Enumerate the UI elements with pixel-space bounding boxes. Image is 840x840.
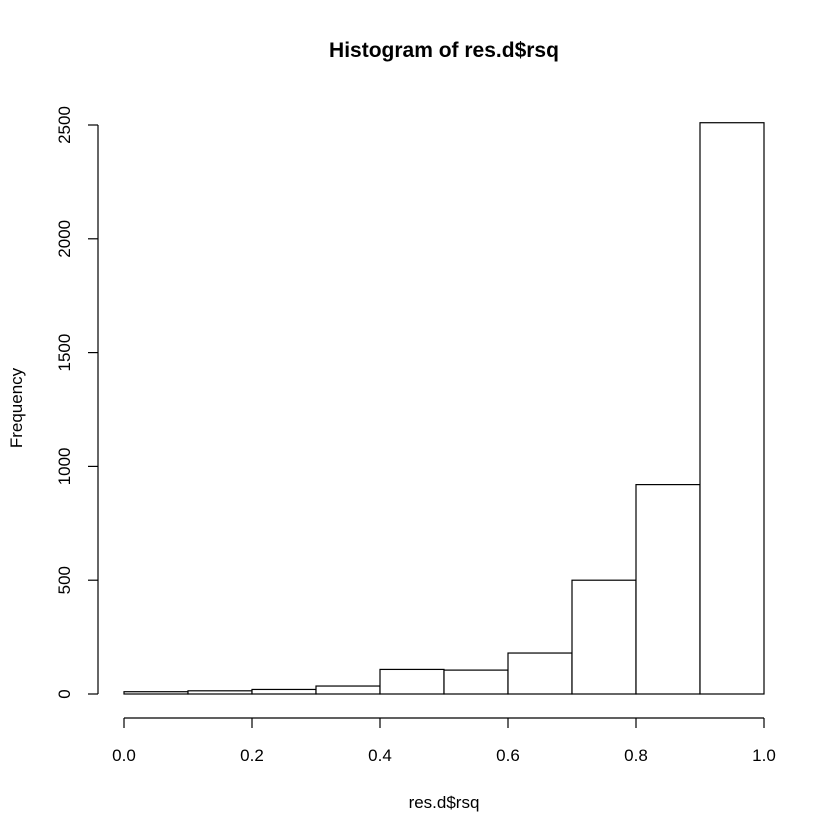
histogram-bar (315, 685, 381, 695)
histogram-bar (123, 691, 189, 695)
y-tick-label: 2500 (55, 106, 74, 144)
y-axis-label: Frequency (7, 367, 26, 448)
x-axis: 0.0 0.2 0.4 0.6 0.8 1.0 (112, 717, 776, 765)
histogram-bar (187, 690, 253, 695)
y-tick-label: 500 (55, 566, 74, 594)
histogram-bar (251, 688, 317, 695)
histogram-bar (507, 652, 573, 695)
histogram-bar (699, 122, 765, 695)
histogram-bar (443, 669, 509, 695)
histogram-bar (379, 668, 445, 695)
x-tick-label: 0.2 (240, 746, 264, 765)
histogram-bar (571, 579, 637, 695)
y-tick-label: 1000 (55, 447, 74, 485)
chart-title: Histogram of res.d$rsq (329, 39, 559, 62)
y-tick-label: 0 (55, 689, 74, 698)
y-tick-label: 2000 (55, 220, 74, 258)
x-tick-label: 0.4 (368, 746, 392, 765)
x-tick-label: 0.6 (496, 746, 520, 765)
y-axis: 0 500 1000 1500 2000 2500 (55, 106, 99, 699)
y-tick-label: 1500 (55, 334, 74, 372)
x-tick-label: 0.8 (624, 746, 648, 765)
x-tick-label: 0.0 (112, 746, 136, 765)
x-axis-label: res.d$rsq (409, 793, 480, 812)
bars-group (123, 122, 765, 695)
histogram-bar (635, 484, 701, 695)
x-tick-label: 1.0 (752, 746, 776, 765)
